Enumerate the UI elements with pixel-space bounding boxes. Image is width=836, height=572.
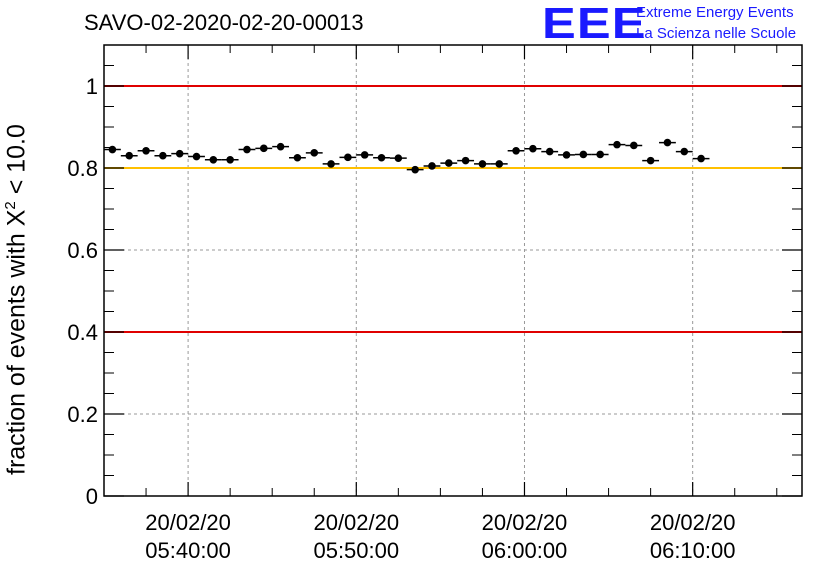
data-point — [663, 138, 672, 147]
x-tick-time: 06:10:00 — [650, 538, 736, 563]
data-point — [394, 154, 403, 162]
data-point — [108, 145, 117, 154]
x-tick-date: 20/02/20 — [650, 510, 736, 535]
data-point — [630, 141, 638, 150]
y-tick-labels: 0 0.2 0.4 0.6 0.8 1 — [67, 74, 98, 509]
x-tick-date: 20/02/20 — [313, 510, 399, 535]
y-axis-label: fraction of events with X2 < 10.0 — [2, 124, 31, 475]
data-point — [276, 142, 285, 151]
x-tick-time: 05:40:00 — [145, 538, 231, 563]
data-point — [175, 149, 184, 158]
data-point — [512, 146, 520, 155]
chart-title: SAVO-02-2020-02-20-00013 — [84, 10, 364, 35]
axis-ticks — [104, 44, 802, 497]
data-point — [596, 150, 604, 159]
data-point — [529, 144, 537, 153]
y-tick-label: 0.2 — [67, 402, 98, 427]
x-tick-time: 06:00:00 — [482, 538, 568, 563]
data-point — [327, 160, 335, 168]
data-point — [545, 147, 554, 156]
x-tick-date: 20/02/20 — [145, 510, 231, 535]
data-point — [680, 147, 689, 156]
logo-line-1: Extreme Energy Events — [636, 4, 794, 21]
data-point — [226, 156, 234, 164]
reference-lines — [104, 85, 802, 333]
data-point — [562, 151, 571, 159]
data-point — [411, 165, 419, 174]
data-point — [377, 153, 386, 162]
eee-logo: EEE — [542, 0, 647, 48]
y-axis-label-prefix: fraction of events with X — [2, 209, 31, 475]
data-point — [259, 144, 268, 153]
data-point — [461, 156, 470, 165]
data-point — [360, 151, 369, 159]
grid-lines — [104, 45, 802, 496]
logo-line-2: La Scienza nelle Scuole — [636, 25, 797, 42]
data-point — [192, 152, 201, 161]
data-point — [209, 156, 218, 164]
data-point — [142, 146, 150, 155]
y-tick-label: 0.8 — [67, 156, 98, 181]
x-tick-labels: 20/02/20 05:40:00 20/02/20 05:50:00 20/02/20… — [145, 510, 735, 563]
data-point — [579, 150, 588, 159]
data-point — [697, 154, 705, 163]
data-point — [243, 145, 251, 154]
data-point — [478, 160, 487, 168]
data-point — [646, 156, 655, 165]
y-tick-label: 0.6 — [67, 238, 98, 263]
y-tick-label: 0.4 — [67, 320, 98, 345]
data-point — [310, 149, 319, 157]
y-axis-label-sup: 2 — [2, 201, 19, 210]
plot-frame — [103, 44, 803, 497]
x-tick-date: 20/02/20 — [482, 510, 568, 535]
data-point — [159, 151, 167, 160]
x-tick-time: 05:50:00 — [313, 538, 399, 563]
y-tick-label: 1 — [86, 74, 98, 99]
data-point — [293, 153, 302, 162]
data-points — [104, 138, 710, 174]
data-point — [428, 162, 436, 170]
data-point — [444, 159, 453, 167]
y-tick-label: 0 — [86, 484, 98, 509]
data-point — [495, 160, 504, 168]
data-point — [344, 153, 352, 162]
data-point — [613, 140, 621, 149]
data-point — [125, 151, 134, 160]
y-axis-label-suffix: < 10.0 — [2, 124, 31, 202]
